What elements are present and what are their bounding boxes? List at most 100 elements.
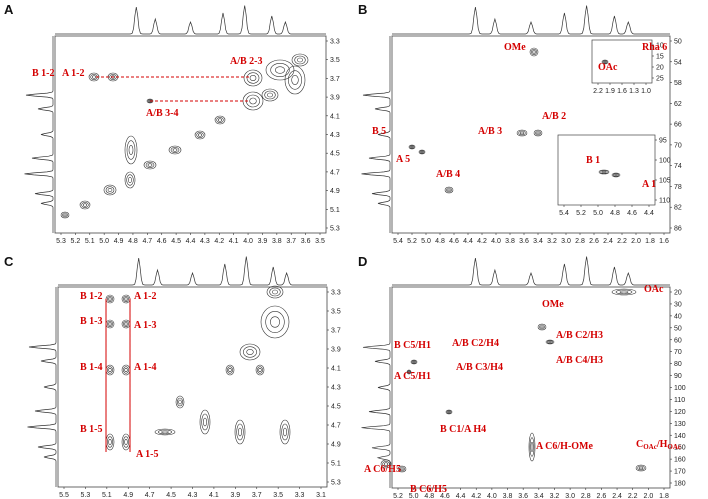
contour — [264, 90, 276, 100]
y-tick-label: 50 — [674, 39, 682, 46]
contour — [107, 366, 113, 374]
x-tick-label: 3.6 — [518, 493, 528, 499]
y-tick-label: 3.5 — [330, 57, 340, 64]
y-tick-label: 20 — [674, 290, 682, 297]
x-tick-label: 5.0 — [409, 493, 419, 499]
contour — [410, 146, 414, 148]
contour — [124, 297, 128, 301]
side-spectrum — [361, 287, 391, 488]
x-tick-label: 4.6 — [440, 493, 450, 499]
y-tick-label: 170 — [674, 469, 686, 476]
contour — [105, 433, 115, 451]
x-tick-label: 4.6 — [627, 210, 637, 217]
x-tick-label: 3.7 — [252, 492, 262, 499]
annotation: B 1 — [586, 155, 600, 166]
x-tick-label: 1.9 — [605, 88, 615, 95]
y-tick-label: 70 — [674, 349, 682, 356]
contour — [279, 419, 291, 445]
contour — [528, 432, 536, 462]
x-tick-label: 5.4 — [393, 238, 403, 245]
annotation: Rha 6 — [642, 42, 667, 53]
top-spectrum — [55, 5, 326, 35]
panel: C 5.5 5.3 5.1 4.9 4.7 4.5 4.3 4.1 3.9 3.7 3.5 3.3 3.1… — [4, 254, 341, 499]
contour — [177, 397, 183, 407]
x-tick-label: 3.0 — [561, 238, 571, 245]
contour — [530, 442, 534, 452]
contour — [108, 322, 112, 326]
annotation: B C1/A H4 — [440, 424, 486, 435]
annotation: A/B C4/H3 — [556, 355, 603, 366]
x-tick-label: 3.7 — [286, 238, 296, 245]
panel-letter: B — [358, 2, 367, 17]
y-tick-label: 54 — [674, 59, 682, 66]
contour — [124, 135, 138, 165]
contour — [281, 423, 289, 441]
contour — [601, 59, 609, 65]
x-tick-label: 5.2 — [407, 238, 417, 245]
x-tick-label: 1.0 — [641, 88, 651, 95]
contour — [548, 341, 552, 343]
contour — [602, 60, 608, 64]
x-tick-label: 3.9 — [230, 492, 240, 499]
x-tick-label: 4.3 — [200, 238, 210, 245]
contour — [291, 75, 299, 85]
x-tick-label: 3.5 — [273, 492, 283, 499]
y-tick-label: 15 — [656, 54, 664, 61]
annotation: A/B 2 — [542, 111, 566, 122]
contour — [158, 429, 172, 435]
contour — [123, 366, 129, 374]
contour — [547, 340, 553, 344]
contour — [172, 148, 178, 152]
x-tick-label: 3.9 — [258, 238, 268, 245]
x-tick-label: 4.4 — [463, 238, 473, 245]
contour — [611, 288, 637, 296]
contour — [246, 72, 260, 84]
contour — [284, 65, 306, 95]
x-tick-label: 5.2 — [71, 238, 81, 245]
x-tick-label: 3.4 — [534, 493, 544, 499]
x-tick-label: 1.8 — [645, 238, 655, 245]
contour — [123, 296, 129, 302]
contour — [178, 399, 182, 405]
x-tick-label: 2.4 — [603, 238, 613, 245]
x-tick-label: 4.0 — [491, 238, 501, 245]
x-tick-label: 4.4 — [186, 238, 196, 245]
contour — [270, 316, 280, 328]
y-tick-label: 4.7 — [331, 423, 341, 430]
y-tick-label: 66 — [674, 122, 682, 129]
annotation: B 1-2 — [32, 68, 55, 79]
x-tick-label: 1.6 — [617, 88, 627, 95]
y-tick-label: 180 — [674, 481, 686, 488]
contour — [265, 59, 295, 81]
x-tick-label: 4.8 — [128, 238, 138, 245]
annotation: A 1-2 — [134, 291, 157, 302]
annotation: A 1 — [642, 179, 656, 190]
contour — [261, 88, 279, 102]
contour — [216, 117, 224, 123]
y-tick-label: 160 — [674, 457, 686, 464]
annotation: A 1-2 — [62, 68, 85, 79]
contour — [535, 130, 541, 136]
x-tick-label: 4.2 — [214, 238, 224, 245]
contour — [128, 177, 132, 183]
contour — [199, 409, 211, 435]
contour — [411, 360, 417, 364]
annotation-part: C — [636, 439, 643, 450]
contour — [249, 75, 257, 81]
y-tick-label: 25 — [656, 76, 664, 83]
y-tick-label: 50 — [674, 325, 682, 332]
x-tick-label: 3.6 — [301, 238, 311, 245]
contour — [257, 366, 263, 374]
x-tick-label: 4.1 — [229, 238, 239, 245]
y-tick-label: 58 — [674, 80, 682, 87]
x-tick-label: 2.8 — [581, 493, 591, 499]
x-tick-label: 3.2 — [550, 493, 560, 499]
top-spectrum — [392, 256, 670, 286]
y-tick-label: 3.3 — [330, 39, 340, 46]
x-tick-label: 4.9 — [114, 238, 124, 245]
contour — [406, 369, 412, 375]
contour — [236, 423, 244, 441]
x-tick-label: 2.4 — [612, 493, 622, 499]
contour — [123, 436, 129, 448]
x-tick-label: 5.2 — [393, 493, 403, 499]
